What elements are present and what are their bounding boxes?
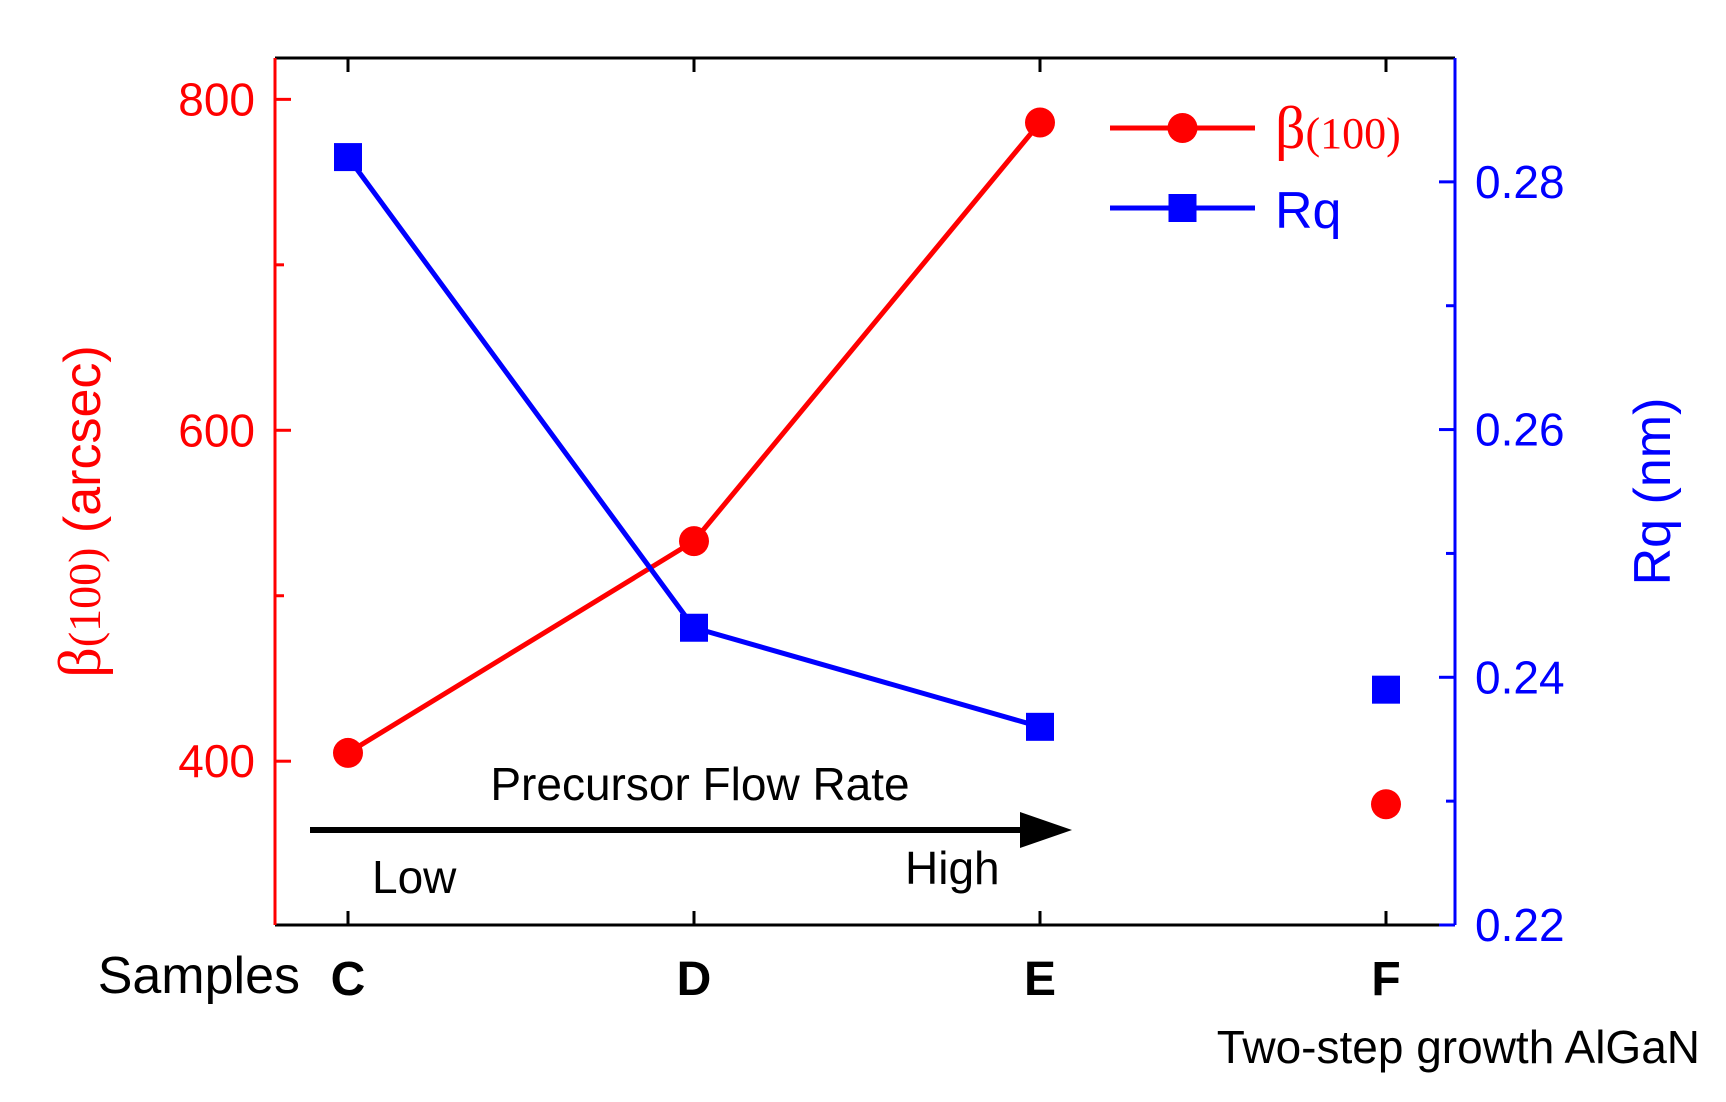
x-tick-label-F: F — [1371, 953, 1400, 1006]
y-left-title-symbol: β — [47, 647, 113, 678]
legend-beta-symbol: β — [1275, 95, 1306, 161]
legend-marker-rq — [1168, 194, 1197, 222]
y-right-tick-label: 0.22 — [1475, 899, 1565, 951]
data-point-beta-C — [333, 737, 363, 768]
y-right-tick-label: 0.28 — [1475, 156, 1565, 208]
data-point-rq-C — [334, 143, 362, 172]
y-left-title-unit: (arcsec) — [54, 345, 112, 547]
x-tick-label-D: D — [677, 953, 712, 1006]
data-point-beta-F — [1371, 789, 1401, 820]
y-left-title-sub: (100) — [59, 548, 110, 648]
x-axis-prefix-label: Samples — [98, 947, 300, 1005]
y-right-tick-label: 0.24 — [1475, 651, 1565, 703]
annotation-arrow-head — [1020, 812, 1072, 848]
data-point-beta-D — [679, 526, 709, 557]
data-point-rq-F — [1372, 675, 1400, 704]
data-point-rq-D — [680, 613, 708, 642]
annotation-high-label: High — [905, 842, 1000, 894]
legend-label-beta: β(100) — [1275, 95, 1401, 161]
legend-marker-beta — [1167, 113, 1198, 143]
y-left-axis-title: β(100) (arcsec) — [47, 345, 113, 677]
data-point-rq-E — [1026, 712, 1054, 741]
annotation-low-label: Low — [372, 851, 457, 903]
y-left-tick-label: 400 — [178, 735, 255, 787]
annotation-precursor-flow-rate: Precursor Flow Rate — [490, 758, 909, 810]
legend-label-rq: Rq — [1275, 182, 1341, 240]
y-left-tick-label: 600 — [178, 404, 255, 456]
x-note-label: Two-step growth AlGaN — [1217, 1021, 1700, 1073]
legend-beta-sub: (100) — [1306, 109, 1401, 158]
x-tick-label-C: C — [331, 953, 366, 1006]
data-point-beta-E — [1025, 107, 1055, 138]
y-right-axis-title: Rq (nm) — [1624, 398, 1682, 586]
x-tick-label-E: E — [1024, 953, 1056, 1006]
y-right-tick-label: 0.26 — [1475, 404, 1565, 456]
series-line-beta — [346, 120, 1042, 756]
y-left-tick-label: 800 — [178, 73, 255, 125]
